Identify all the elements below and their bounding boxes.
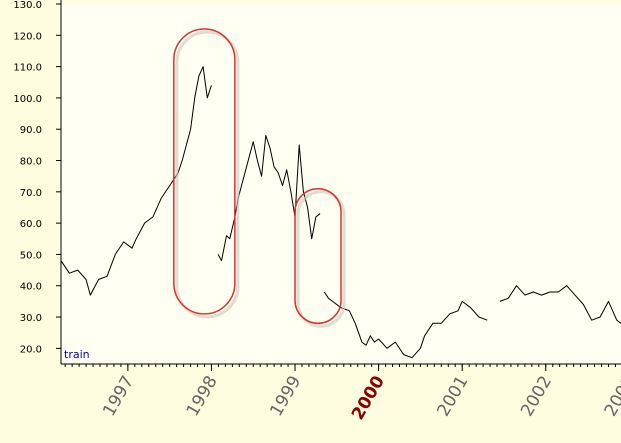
y-tick-label: 40.0 <box>20 282 42 293</box>
highlight-box <box>294 187 342 325</box>
x-tick-label: 1998 <box>183 373 222 420</box>
y-tick-label: 20.0 <box>20 344 42 355</box>
legend-label: train <box>64 348 90 361</box>
y-tick-label: 130.0 <box>13 0 42 11</box>
y-tick-label: 90.0 <box>20 125 42 136</box>
x-tick-label: 2000 <box>348 372 389 423</box>
x-tick-label: 2001 <box>434 373 473 420</box>
x-tick-label: 1999 <box>266 373 305 420</box>
x-tick-label: 1997 <box>99 373 138 420</box>
y-tick-label: 80.0 <box>20 157 42 168</box>
series-line <box>60 66 212 296</box>
y-tick-label: 120.0 <box>13 31 42 42</box>
y-tick-label: 30.0 <box>20 313 42 324</box>
highlight-box <box>173 28 236 315</box>
x-tick-label: 2002 <box>517 373 556 420</box>
y-tick-label: 50.0 <box>20 250 42 261</box>
plot-area <box>61 4 621 364</box>
series-line <box>499 285 621 324</box>
highlight-box-shadow <box>296 190 346 328</box>
highlight-box-shadow <box>175 30 240 319</box>
x-tick-label: 2003 <box>601 373 621 420</box>
y-tick-label: 100.0 <box>13 94 42 105</box>
series-line <box>323 291 488 359</box>
y-tick-label: 70.0 <box>20 188 42 199</box>
series-line <box>217 135 321 262</box>
y-tick-label: 60.0 <box>20 219 42 230</box>
y-tick-label: 110.0 <box>13 63 42 74</box>
